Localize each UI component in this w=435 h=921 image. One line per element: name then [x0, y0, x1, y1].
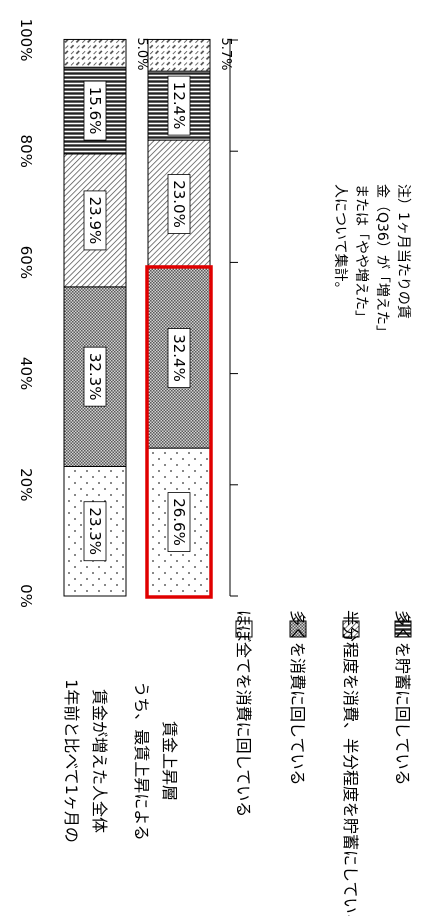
data-label: 12.4% — [170, 82, 188, 130]
data-label: 5.7% — [218, 37, 233, 70]
category-label: 1年前と比べて1ヶ月の — [62, 679, 81, 843]
axis-tick-label: 60% — [17, 246, 35, 279]
category-label: うち、最賃上昇による — [132, 681, 151, 841]
axis-tick-label: 0% — [17, 584, 35, 608]
plot-layer: 0% 20% 40% 60% 80% 100% 23.3% 32.3% 23.9% 15.6% 5.… — [17, 19, 412, 921]
data-label-box — [167, 328, 191, 388]
data-label-box — [167, 75, 191, 136]
data-label-box — [83, 346, 107, 407]
data-label-box — [83, 80, 107, 141]
data-label: 23.0% — [170, 180, 188, 228]
note-text: または「やや増えた」 — [353, 184, 369, 324]
category-label: 賃金上昇層 — [160, 721, 179, 801]
data-label-box — [83, 190, 107, 251]
category-label: 賃金が増えた人全体 — [90, 689, 109, 833]
note-text: 金（Q36）が「増えた」 — [374, 184, 390, 339]
data-label: 5.0% — [134, 37, 149, 70]
bar-segment — [147, 38, 211, 72]
axis-tick-label: 20% — [17, 468, 35, 501]
legend-swatch — [342, 620, 360, 638]
data-label: 23.9% — [86, 197, 104, 245]
legend-label: 多くを貯蓄に回している — [393, 610, 412, 786]
data-label: 26.6% — [170, 498, 188, 546]
data-label-box — [167, 492, 191, 552]
note-text: 注）1ヶ月当たりの賃 — [395, 184, 411, 319]
note-text: 人について集計。 — [332, 184, 349, 296]
axis-tick-label: 40% — [17, 357, 35, 390]
bar-segment — [63, 38, 127, 68]
data-label: 32.3% — [86, 353, 104, 401]
legend-label: ほぼ全てを消費に回している — [234, 610, 253, 817]
data-label: 23.3% — [86, 507, 104, 555]
data-label: 32.4% — [170, 334, 188, 382]
axis-tick-label: 100% — [17, 19, 35, 62]
legend-swatch — [289, 620, 307, 638]
legend-label: 半分程度を消費、半分程度を貯蓄にしている — [341, 610, 360, 916]
legend-label: 多くを消費に回している — [288, 610, 307, 786]
axis-tick-label: 80% — [17, 135, 35, 168]
data-label: 15.6% — [86, 87, 104, 135]
data-label-box — [167, 174, 191, 234]
data-label-box — [83, 501, 107, 562]
legend-swatch — [394, 620, 412, 638]
highlight-box — [145, 265, 213, 599]
legend-swatch — [235, 620, 253, 638]
